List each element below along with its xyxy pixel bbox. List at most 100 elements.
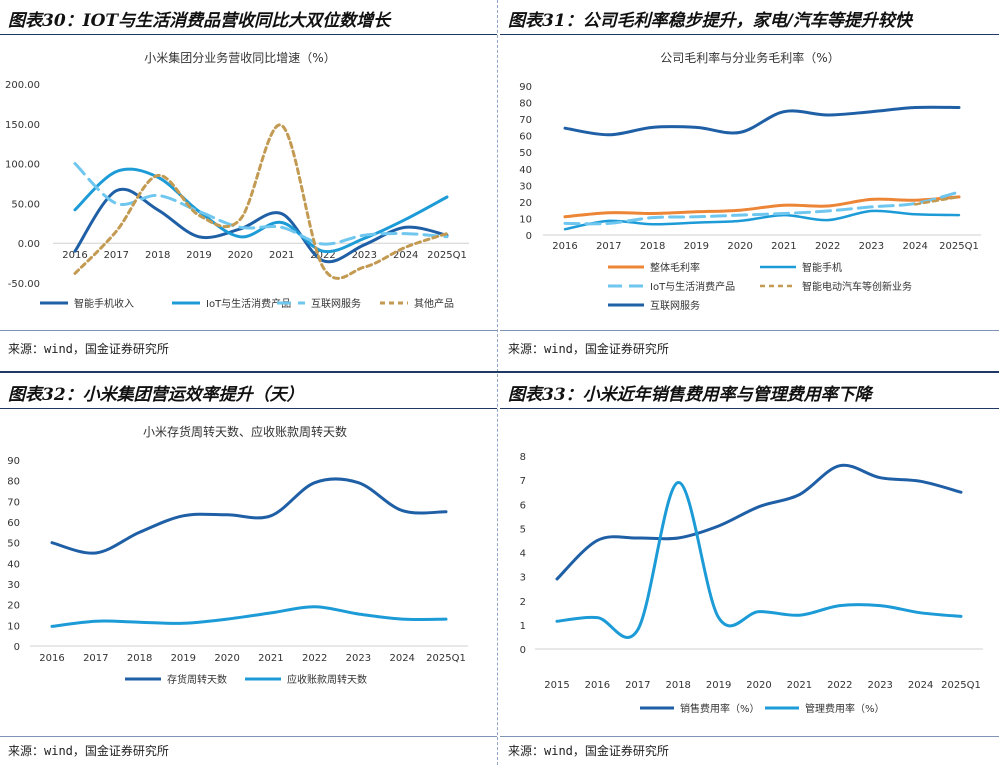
footer-rule [500, 736, 999, 737]
x-tick-label: 2015 [544, 680, 569, 691]
x-tick-label: 2018 [127, 653, 152, 664]
y-tick-label: 20 [519, 198, 532, 209]
panel-chart-30: 图表30：IOT与生活消费品营收同比大双位数增长 小米集团分业务营收同比增速（%… [0, 0, 497, 372]
y-tick-label: 3 [520, 573, 526, 584]
x-tick-label: 2017 [104, 250, 129, 261]
legend-label: 存货周转天数 [167, 673, 227, 686]
x-tick-label: 2022 [827, 680, 852, 691]
y-tick-label: 90 [519, 82, 532, 93]
x-tick-label: 2020 [228, 250, 253, 261]
panel-title: 图表32：小米集团营运效率提升（天） [8, 385, 304, 405]
panel-title: 图表33：小米近年销售费用率与管理费用率下降 [508, 385, 872, 405]
x-tick-label: 2022 [302, 653, 327, 664]
y-tick-label: 20 [7, 601, 20, 612]
legend-label: IoT与生活消费产品 [206, 297, 291, 310]
y-tick-label: 90 [7, 456, 20, 467]
y-tick-label: 100.00 [5, 160, 40, 171]
x-tick-label: 2023 [346, 653, 371, 664]
series-line [73, 167, 449, 254]
y-tick-label: 60 [7, 518, 20, 529]
y-tick-label: 150.00 [5, 120, 40, 131]
title-rule [500, 34, 999, 35]
x-tick-label: 2018 [665, 680, 690, 691]
source-note: 来源：wind，国金证券研究所 [508, 342, 669, 356]
x-tick-label: 2016 [585, 680, 610, 691]
y-tick-label: 2 [520, 597, 526, 608]
series-line [913, 195, 961, 206]
footer-rule [0, 330, 497, 331]
source-note: 来源：wind，国金证券研究所 [8, 342, 169, 356]
title-rule [500, 408, 999, 409]
x-tick-label: 2025Q1 [427, 250, 467, 261]
chart-svg: 8 7 6 5 4 3 2 1 0 2015 2016 2017 2018 2019 2020 2021 202… [520, 452, 983, 715]
y-tick-label: 70 [7, 497, 20, 508]
x-tick-label: 2017 [596, 241, 621, 252]
y-tick-label: 70 [519, 115, 532, 126]
series-line [555, 481, 963, 639]
series-line [50, 605, 448, 628]
y-tick-label: 40 [519, 165, 532, 176]
y-tick-label: 0 [526, 231, 532, 242]
x-tick-label: 2021 [269, 250, 294, 261]
x-tick-label: 2020 [746, 680, 771, 691]
y-tick-label: 30 [7, 580, 20, 591]
legend-label: 应收账款周转天数 [287, 673, 367, 686]
y-tick-label: 7 [520, 476, 526, 487]
x-tick-label: 2017 [625, 680, 650, 691]
source-note: 来源：wind，国金证券研究所 [8, 744, 169, 758]
legend-label: 互联网服务 [650, 299, 700, 312]
x-tick-label: 2017 [83, 653, 108, 664]
x-tick-label: 2021 [258, 653, 283, 664]
legend-label: 智能电动汽车等创新业务 [802, 280, 912, 293]
series-line [563, 190, 961, 226]
series-line [73, 123, 449, 280]
title-rule [0, 34, 497, 35]
x-tick-label: 2023 [859, 241, 884, 252]
y-tick-label: 80 [7, 477, 20, 488]
x-tick-label: 2016 [552, 241, 577, 252]
y-tick-label: 200.00 [5, 80, 40, 91]
y-tick-label: 50.00 [11, 199, 40, 210]
y-tick-label: 40 [7, 559, 20, 570]
vertical-divider-top [497, 0, 498, 372]
series-line [50, 477, 448, 555]
x-tick-label: 2019 [706, 680, 731, 691]
legend-label: 互联网服务 [311, 297, 361, 310]
legend-label: 智能手机收入 [74, 297, 134, 310]
y-tick-label: 0 [520, 645, 526, 656]
series-line [73, 187, 449, 264]
chart-title: 小米存货周转天数、应收账款周转天数 [143, 424, 347, 439]
series-line [563, 195, 961, 219]
x-tick-label: 2020 [214, 653, 239, 664]
y-tick-label: 60 [519, 132, 532, 143]
legend-label: IoT与生活消费产品 [650, 280, 735, 293]
y-tick-label: 0.00 [18, 239, 40, 250]
legend-label: 管理费用率（%） [805, 702, 885, 715]
section-divider [0, 371, 999, 373]
x-tick-label: 2019 [684, 241, 709, 252]
y-tick-label: 10 [7, 621, 20, 632]
x-tick-label: 2024 [902, 241, 927, 252]
x-tick-label: 2025Q1 [941, 680, 981, 691]
y-tick-label: 8 [520, 452, 526, 463]
x-tick-label: 2018 [145, 250, 170, 261]
series-line [563, 105, 961, 137]
y-tick-label: 1 [520, 621, 526, 632]
panel-chart-31: 图表31：公司毛利率稳步提升，家电/汽车等提升较快 公司毛利率与分业务毛利率（%… [500, 0, 999, 372]
x-tick-label: 2022 [310, 250, 335, 261]
y-tick-label: 5 [520, 524, 526, 535]
panel-chart-32: 图表32：小米集团营运效率提升（天） 小米存货周转天数、应收账款周转天数 90 80… [0, 374, 497, 765]
x-tick-label: 2024 [389, 653, 414, 664]
footer-rule [0, 736, 497, 737]
y-tick-label: 30 [519, 181, 532, 192]
y-tick-label: 0 [14, 642, 20, 653]
chart-svg: 小米集团分业务营收同比增速（%） 200.00 150.00 100.00 50.00 0… [5, 50, 469, 310]
vertical-divider-bottom [497, 374, 498, 765]
chart-svg: 公司毛利率与分业务毛利率（%） 90 80 70 60 50 40 30 20 10 0 2016 20… [519, 50, 981, 312]
y-tick-label: -50.00 [8, 279, 40, 290]
x-tick-label: 2022 [815, 241, 840, 252]
series-line [563, 209, 961, 231]
panel-title: 图表31：公司毛利率稳步提升，家电/汽车等提升较快 [508, 11, 912, 31]
y-tick-label: 50 [7, 539, 20, 550]
x-tick-label: 2023 [867, 680, 892, 691]
